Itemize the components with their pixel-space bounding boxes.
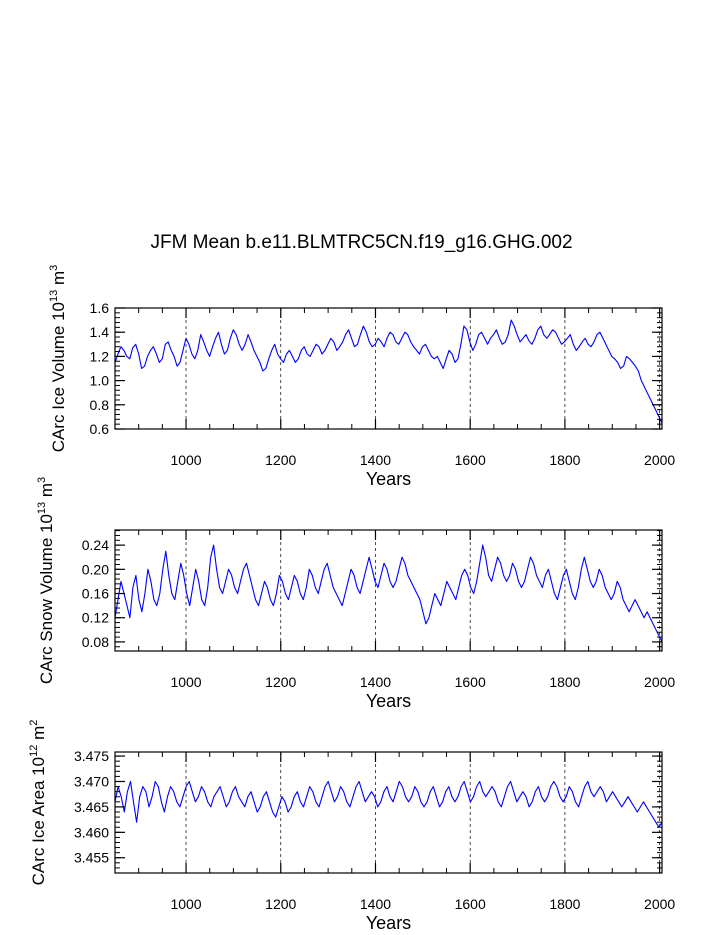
- snow-volume-x-axis-label: Years: [366, 691, 411, 711]
- snow-volume-y-tick-label: 0.12: [82, 610, 109, 626]
- snow-volume-y-label-part: 3: [36, 477, 48, 483]
- ice-area-x-axis-label: Years: [366, 913, 411, 933]
- ice-volume-y-tick-label: 0.8: [90, 397, 110, 413]
- ice-area-x-tick-label: 2000: [644, 896, 675, 912]
- ice-area-y-tick-label: 3.475: [74, 748, 109, 764]
- ice-volume-y-tick-label: 1.2: [90, 348, 110, 364]
- snow-volume-y-tick-label: 0.16: [82, 586, 109, 602]
- snow-volume-x-tick-label: 1600: [455, 674, 486, 690]
- snow-volume-x-tick-label: 2000: [644, 674, 675, 690]
- ice-area-y-label-part: 12: [28, 745, 40, 757]
- ice-volume-x-axis-label: Years: [366, 469, 411, 489]
- ice-volume-x-tick-label: 1200: [265, 452, 296, 468]
- ice-area-y-tick-label: 3.460: [74, 824, 109, 840]
- ice-volume-series-line: [114, 319, 663, 424]
- snow-volume-y-tick-label: 0.20: [82, 561, 109, 577]
- ice-area-x-tick-label: 1400: [360, 896, 391, 912]
- ice-volume-x-tick-label: 1800: [549, 452, 580, 468]
- ice-area-y-label-part: CArc Ice Area 10: [29, 757, 48, 886]
- snow-volume-frame: [114, 529, 663, 652]
- snow-volume-x-tick-label: 1000: [170, 674, 201, 690]
- ice-area-x-tick-label: 1000: [170, 896, 201, 912]
- snow-volume-x-tick-label: 1800: [549, 674, 580, 690]
- ice-volume-y-axis-label: CArc Ice Volume 1013 m3: [48, 265, 68, 453]
- ice-area-x-tick-label: 1600: [455, 896, 486, 912]
- ice-volume-y-label-part: m: [49, 271, 68, 290]
- ice-volume-x-tick-label: 1000: [170, 452, 201, 468]
- snow-volume-x-tick-label: 1400: [360, 674, 391, 690]
- ice-volume-x-tick-label: 1400: [360, 452, 391, 468]
- ice-area-y-label-part: m: [29, 726, 48, 745]
- ice-volume-frame: [114, 307, 663, 430]
- ice-area-y-tick-label: 3.465: [74, 799, 109, 815]
- ice-volume-y-tick-label: 1.0: [90, 373, 110, 389]
- snow-volume-y-label-part: CArc Snow Volume 10: [37, 514, 56, 684]
- ice-area-series-line: [114, 780, 663, 828]
- ice-volume-y-tick-label: 1.4: [90, 324, 110, 340]
- ice-area-y-axis-label: CArc Ice Area 1012 m2: [28, 720, 48, 886]
- snow-volume-y-axis-label: CArc Snow Volume 1013 m3: [36, 477, 56, 684]
- ice-volume-y-tick-label: 0.6: [90, 421, 110, 437]
- ice-volume-x-tick-label: 1600: [455, 452, 486, 468]
- ice-area-y-label-part: 2: [28, 720, 40, 726]
- ice-area-y-tick-label: 3.455: [74, 850, 109, 866]
- snow-volume-x-tick-label: 1200: [265, 674, 296, 690]
- snow-volume-y-tick-label: 0.08: [82, 634, 109, 650]
- ice-area-frame: [114, 751, 663, 874]
- ice-volume-y-tick-label: 1.6: [90, 300, 110, 316]
- snow-volume-series-line: [114, 544, 663, 643]
- ice-volume-y-label-part: 3: [48, 265, 60, 271]
- ice-volume-x-tick-label: 2000: [644, 452, 675, 468]
- ice-volume-y-label-part: 13: [48, 290, 60, 302]
- figure-title: JFM Mean b.e11.BLMTRC5CN.f19_g16.GHG.002: [150, 232, 573, 253]
- snow-volume-y-tick-label: 0.24: [82, 537, 109, 553]
- snow-volume-y-label-part: m: [37, 483, 56, 502]
- ice-area-y-tick-label: 3.470: [74, 773, 109, 789]
- ice-area-x-tick-label: 1200: [265, 896, 296, 912]
- ice-area-x-tick-label: 1800: [549, 896, 580, 912]
- ice-volume-y-label-part: CArc Ice Volume 10: [49, 302, 68, 452]
- snow-volume-y-label-part: 13: [36, 502, 48, 514]
